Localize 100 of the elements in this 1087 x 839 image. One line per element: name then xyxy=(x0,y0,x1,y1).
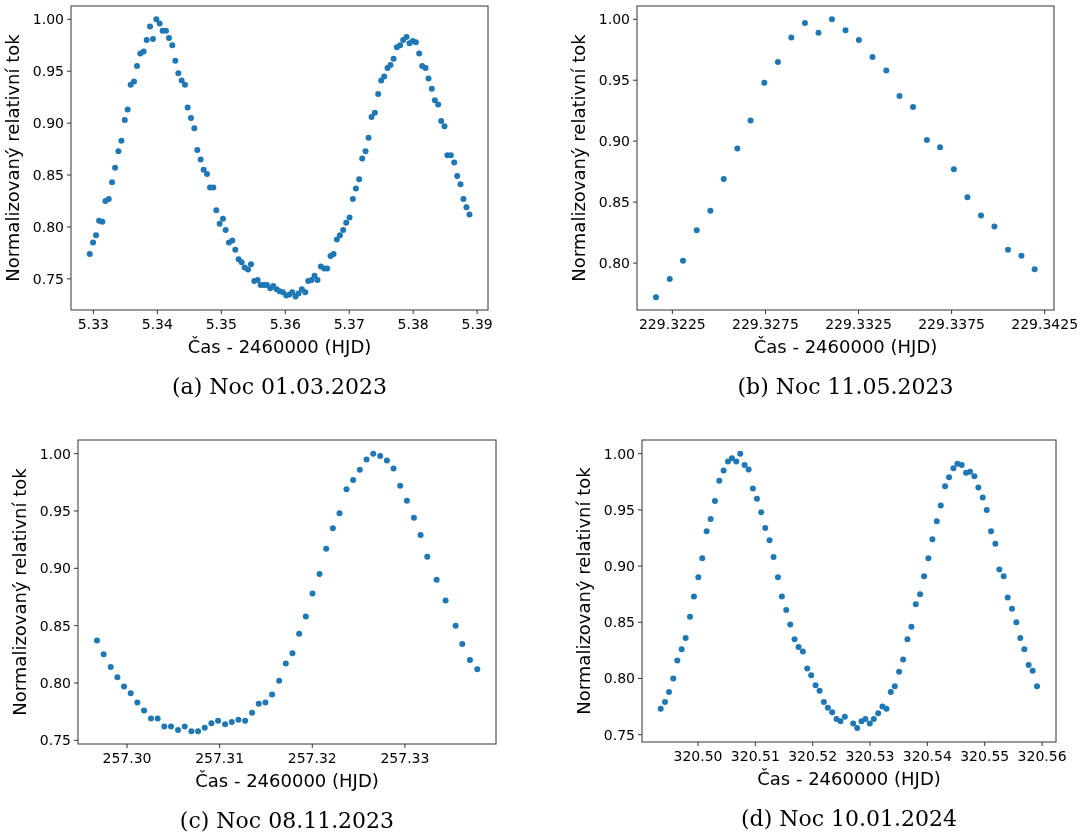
point xyxy=(383,457,390,464)
text: (a) Noc 01.03.2023 xyxy=(171,374,388,399)
x-tick-label: 5.37 xyxy=(333,316,365,332)
point xyxy=(148,715,154,722)
text: (c) Noc 08.11.2023 xyxy=(179,808,395,833)
point xyxy=(107,663,114,670)
x-tick-label: 257.31 xyxy=(195,750,245,766)
point xyxy=(296,630,303,637)
x-tick-label: 229.3275 xyxy=(732,316,799,332)
point xyxy=(336,510,343,517)
point xyxy=(161,723,168,730)
x-tick-label: 5.39 xyxy=(461,316,493,332)
point xyxy=(269,691,276,698)
point xyxy=(679,257,686,264)
x-tick-label: 5.34 xyxy=(141,316,174,332)
y-axis-title: Normalizovaný relativní tok xyxy=(2,33,23,282)
point xyxy=(1018,252,1025,259)
y-tick-label: 0.75 xyxy=(39,732,71,749)
point xyxy=(747,117,754,124)
point xyxy=(403,497,410,504)
point xyxy=(276,677,283,684)
y-tick-label: 0.90 xyxy=(39,560,71,577)
point xyxy=(242,717,249,724)
point xyxy=(316,571,323,578)
point xyxy=(991,223,998,230)
y-tick-label: 0.75 xyxy=(603,726,635,743)
point xyxy=(896,93,903,100)
point xyxy=(652,294,659,301)
y-tick-label: 0.80 xyxy=(39,674,71,691)
y-tick-label: 1.00 xyxy=(603,445,635,462)
point xyxy=(93,637,100,644)
text: (b) Noc 11.05.2023 xyxy=(737,374,954,399)
x-tick-label: 5.33 xyxy=(77,316,109,332)
point xyxy=(134,699,141,706)
x-tick-label: 320.56 xyxy=(1017,748,1067,764)
point xyxy=(195,728,202,735)
x-tick-label: 229.3325 xyxy=(825,316,892,332)
x-tick-label: 320.53 xyxy=(845,748,895,764)
y-axis-title: Normalizovaný relativní tok xyxy=(573,466,594,715)
y-tick-label: 0.80 xyxy=(598,254,630,271)
point xyxy=(350,477,357,484)
y-tick-label: 0.90 xyxy=(32,115,64,132)
point xyxy=(693,227,700,234)
y-axis-title: Normalizovaný relativní tok xyxy=(568,33,589,282)
x-tick-label: 5.35 xyxy=(205,316,237,332)
x-tick-label: 229.3425 xyxy=(1011,316,1079,332)
point xyxy=(788,34,795,41)
point xyxy=(228,718,235,725)
text: (d) Noc 10.01.2024 xyxy=(740,806,958,831)
x-axis-title: Čas - 2460000 (HJD) xyxy=(195,770,379,791)
y-tick-label: 1.00 xyxy=(598,11,630,28)
point xyxy=(100,651,107,658)
x-axis-title: Čas - 2460000 (HJD) xyxy=(753,336,938,357)
point xyxy=(707,207,714,214)
y-tick-label: 0.95 xyxy=(598,72,630,89)
point xyxy=(201,724,208,731)
point xyxy=(1031,266,1038,273)
point xyxy=(323,545,330,552)
y-tick-label: 0.90 xyxy=(598,133,630,150)
point xyxy=(410,514,417,521)
x-axis-title: Čas - 2460000 (HJD) xyxy=(187,336,372,357)
point xyxy=(215,717,222,724)
point xyxy=(452,622,459,629)
point xyxy=(459,641,466,648)
y-tick-label: 0.90 xyxy=(603,558,635,574)
y-tick-label: 0.85 xyxy=(39,617,71,634)
x-tick-label: 5.38 xyxy=(397,316,429,332)
point xyxy=(397,482,404,489)
y-axis-title: Normalizovaný relativní tok xyxy=(9,467,30,716)
point xyxy=(181,723,188,730)
point xyxy=(923,136,930,143)
y-tick-label: 0.75 xyxy=(32,270,64,287)
y-tick-label: 0.95 xyxy=(39,502,71,519)
x-tick-label: 320.51 xyxy=(730,748,780,764)
point xyxy=(666,275,673,282)
point xyxy=(282,660,289,667)
point xyxy=(262,699,269,706)
point xyxy=(761,79,768,86)
x-tick-label: 257.33 xyxy=(380,750,430,766)
point xyxy=(289,650,296,657)
point xyxy=(302,613,309,620)
point xyxy=(255,700,262,707)
y-tick-label: 0.85 xyxy=(603,614,635,631)
x-tick-label: 229.3375 xyxy=(918,316,986,332)
y-tick-label: 0.85 xyxy=(32,166,64,183)
point xyxy=(855,37,862,44)
point xyxy=(869,54,876,61)
point xyxy=(114,674,121,681)
point xyxy=(417,532,424,539)
point xyxy=(433,576,440,583)
point xyxy=(343,486,350,493)
point xyxy=(363,456,370,463)
point xyxy=(309,590,316,597)
point xyxy=(950,166,957,173)
point xyxy=(937,144,944,151)
point xyxy=(168,723,175,730)
point xyxy=(222,721,229,728)
point xyxy=(801,19,808,26)
point xyxy=(466,657,473,664)
point xyxy=(734,145,741,152)
